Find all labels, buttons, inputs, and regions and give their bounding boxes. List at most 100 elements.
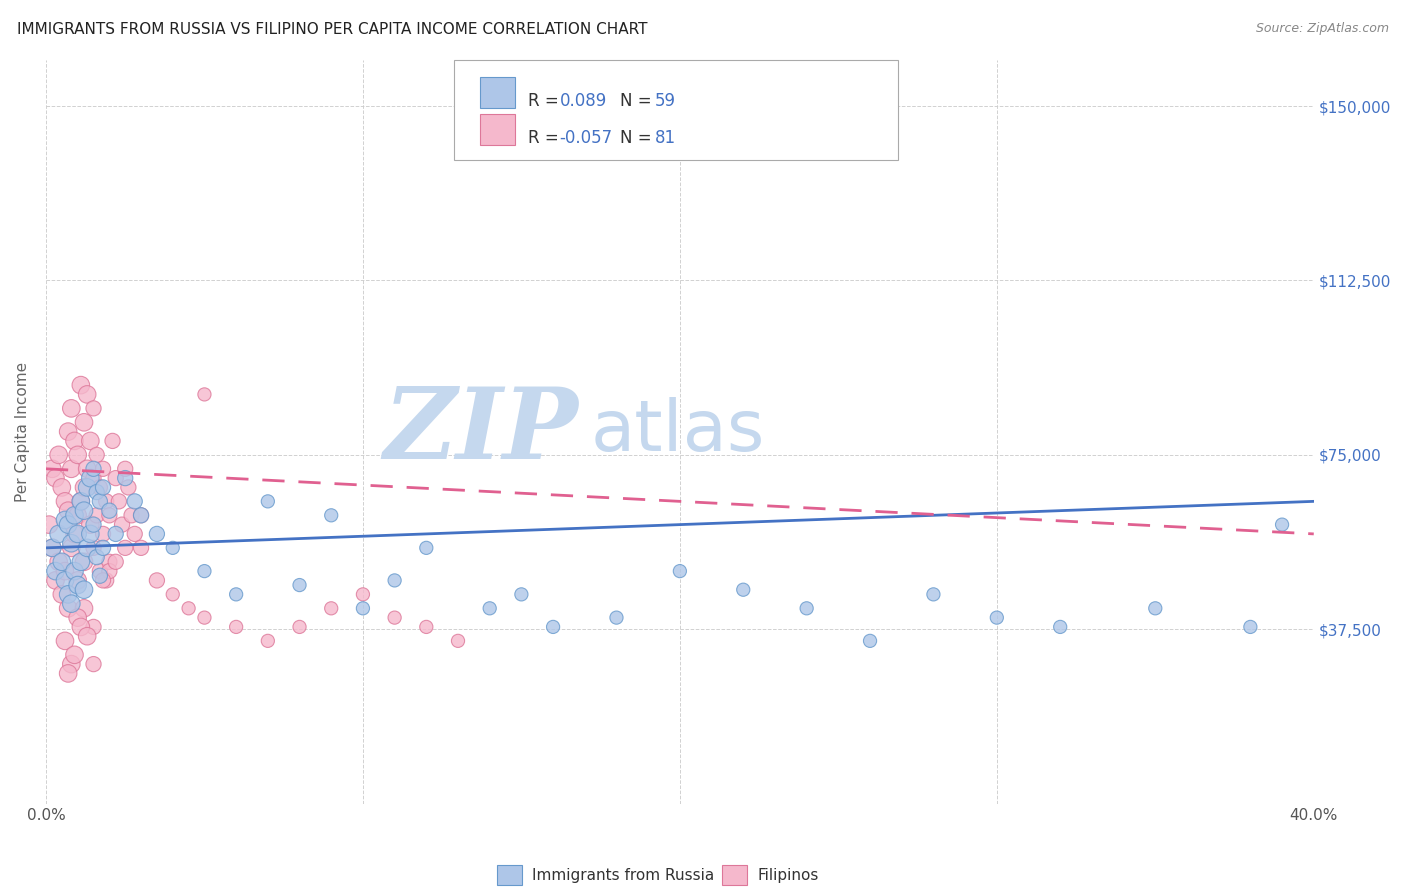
Point xyxy=(146,527,169,541)
Point xyxy=(83,541,105,555)
Point xyxy=(73,415,96,429)
Point xyxy=(86,485,108,500)
FancyBboxPatch shape xyxy=(479,77,515,108)
Point xyxy=(510,587,533,601)
Point xyxy=(69,378,91,392)
Point xyxy=(69,555,91,569)
Point xyxy=(89,480,111,494)
Point xyxy=(66,527,89,541)
Point xyxy=(129,508,152,523)
Point xyxy=(76,629,98,643)
Point xyxy=(384,610,406,624)
Point xyxy=(73,480,96,494)
Point xyxy=(91,574,114,588)
Point xyxy=(83,517,105,532)
Point xyxy=(86,550,108,565)
Point xyxy=(669,564,692,578)
Point xyxy=(1049,620,1071,634)
Point xyxy=(91,527,114,541)
Point xyxy=(129,541,152,555)
Point xyxy=(66,578,89,592)
Point xyxy=(69,620,91,634)
Point xyxy=(73,601,96,615)
Text: Source: ZipAtlas.com: Source: ZipAtlas.com xyxy=(1256,22,1389,36)
Point xyxy=(859,633,882,648)
Point xyxy=(415,541,437,555)
Point xyxy=(146,574,169,588)
Point xyxy=(986,610,1008,624)
Point xyxy=(384,574,406,588)
Text: atlas: atlas xyxy=(591,397,765,467)
Text: IMMIGRANTS FROM RUSSIA VS FILIPINO PER CAPITA INCOME CORRELATION CHART: IMMIGRANTS FROM RUSSIA VS FILIPINO PER C… xyxy=(17,22,647,37)
Point xyxy=(162,541,184,555)
Point xyxy=(63,434,86,448)
Point xyxy=(415,620,437,634)
Point xyxy=(66,574,89,588)
Point xyxy=(98,503,121,517)
Point xyxy=(41,541,63,555)
Point xyxy=(352,601,374,615)
Point xyxy=(73,582,96,597)
Point xyxy=(60,462,83,476)
Point xyxy=(53,494,76,508)
Point xyxy=(352,587,374,601)
Point xyxy=(41,462,63,476)
Point xyxy=(117,480,139,494)
Point xyxy=(83,657,105,672)
Point xyxy=(193,610,215,624)
Point xyxy=(96,494,118,508)
Point xyxy=(796,601,818,615)
Point xyxy=(56,503,79,517)
Point xyxy=(89,494,111,508)
Point xyxy=(733,582,755,597)
Point xyxy=(48,527,70,541)
Point xyxy=(56,666,79,681)
Point xyxy=(114,471,136,485)
Point xyxy=(108,494,131,508)
Point xyxy=(79,471,101,485)
Point xyxy=(1144,601,1167,615)
Point xyxy=(104,527,127,541)
Text: 59: 59 xyxy=(655,92,675,110)
Text: 0.089: 0.089 xyxy=(560,92,606,110)
Point xyxy=(121,508,143,523)
Point xyxy=(38,517,60,532)
Point xyxy=(73,555,96,569)
Point xyxy=(79,434,101,448)
Point xyxy=(56,425,79,439)
Point xyxy=(51,587,73,601)
Point xyxy=(83,620,105,634)
Point xyxy=(114,462,136,476)
Point xyxy=(256,494,278,508)
Point xyxy=(69,494,91,508)
Point xyxy=(79,517,101,532)
FancyBboxPatch shape xyxy=(479,114,515,145)
Point xyxy=(66,508,89,523)
Point xyxy=(83,462,105,476)
Point xyxy=(60,401,83,416)
Point xyxy=(225,587,247,601)
Text: N =: N = xyxy=(620,92,657,110)
Point xyxy=(256,633,278,648)
Text: R =: R = xyxy=(527,92,564,110)
Point xyxy=(73,503,96,517)
Point xyxy=(79,527,101,541)
Point xyxy=(288,578,311,592)
Point xyxy=(605,610,627,624)
Point xyxy=(541,620,564,634)
Point xyxy=(44,471,66,485)
Point xyxy=(447,633,470,648)
Point xyxy=(66,448,89,462)
Point xyxy=(63,564,86,578)
Point xyxy=(66,610,89,624)
Point xyxy=(48,448,70,462)
Point xyxy=(76,387,98,401)
Point xyxy=(96,574,118,588)
Y-axis label: Per Capita Income: Per Capita Income xyxy=(15,361,30,501)
Text: ZIP: ZIP xyxy=(384,384,578,480)
Point xyxy=(60,597,83,611)
Point xyxy=(101,434,124,448)
Point xyxy=(63,527,86,541)
Point xyxy=(53,633,76,648)
Point xyxy=(76,480,98,494)
